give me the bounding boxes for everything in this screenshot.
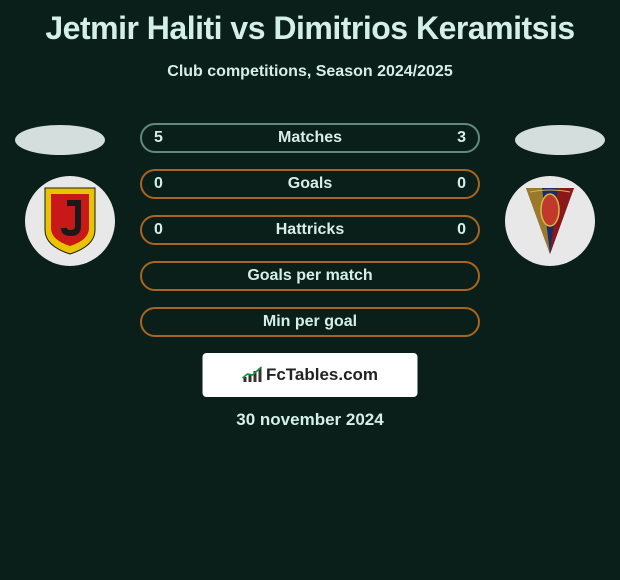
stat-row: Goals per match [140,261,480,291]
stat-value-left: 0 [154,175,163,193]
stat-value-right: 0 [457,221,466,239]
shield-icon [41,186,99,256]
stat-label: Matches [278,129,342,147]
stat-value-right: 3 [457,129,466,147]
chart-icon [242,366,264,384]
stat-rows: Matches 5 3 Goals 0 0 Hattricks 0 0 Goals per mat… [140,123,480,353]
page-title: Jetmir Haliti vs Dimitrios Keramitsis [0,0,620,47]
stat-value-right: 0 [457,175,466,193]
pennant-icon [520,184,580,258]
branding-badge: FcTables.com [203,353,418,397]
stat-row: Hattricks 0 0 [140,215,480,245]
stat-label: Min per goal [263,313,357,331]
club-logo-left [25,176,115,266]
stat-row: Min per goal [140,307,480,337]
stat-value-left: 5 [154,129,163,147]
club-logo-right [505,176,595,266]
stat-label: Hattricks [276,221,344,239]
stat-value-left: 0 [154,221,163,239]
player-silhouette-right [515,125,605,155]
stat-row: Goals 0 0 [140,169,480,199]
subtitle: Club competitions, Season 2024/2025 [0,63,620,81]
stat-label: Goals per match [247,267,372,285]
stat-row: Matches 5 3 [140,123,480,153]
stat-label: Goals [288,175,332,193]
player-silhouette-left [15,125,105,155]
branding-text: FcTables.com [266,365,378,385]
date-label: 30 november 2024 [0,410,620,430]
